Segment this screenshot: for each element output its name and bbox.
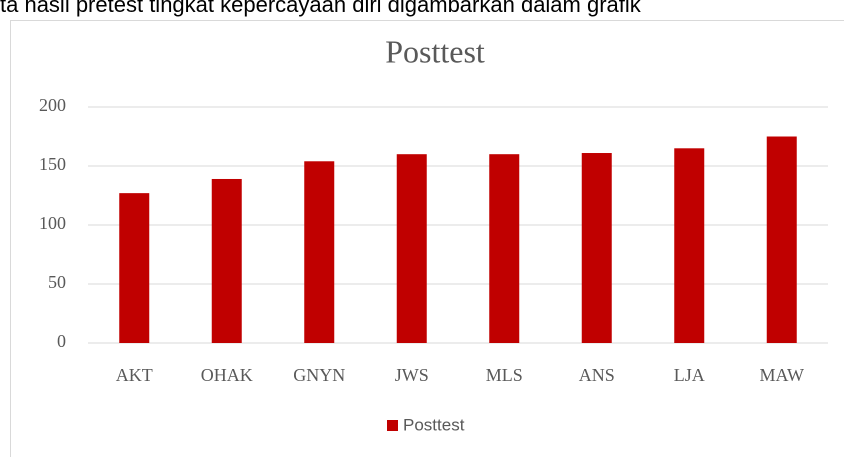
x-tick-label: JWS (395, 365, 429, 385)
bar (119, 193, 150, 343)
bar (766, 136, 797, 343)
bar (211, 178, 242, 343)
x-tick-label: ANS (579, 365, 615, 385)
y-tick-label: 100 (39, 213, 66, 233)
bar (489, 154, 520, 343)
x-tick-label: AKT (116, 365, 153, 385)
y-tick-label: 150 (39, 154, 66, 174)
bar (581, 153, 612, 343)
bar (304, 161, 335, 343)
y-tick-label: 200 (39, 95, 66, 115)
header-text: ta hasil pretest tingkat kepercayaan dir… (0, 0, 642, 17)
legend-swatch (387, 420, 398, 431)
x-tick-label: MLS (486, 365, 523, 385)
bar (674, 148, 705, 343)
legend-label: Posttest (403, 415, 465, 434)
y-tick-label: 50 (48, 272, 66, 292)
chart-frame (10, 20, 844, 457)
y-tick-label: 0 (57, 331, 66, 351)
x-tick-label: LJA (674, 365, 705, 385)
x-tick-label: GNYN (293, 365, 345, 385)
chart-title: Posttest (385, 33, 485, 69)
x-tick-label: OHAK (201, 365, 253, 385)
x-tick-label: MAW (759, 365, 804, 385)
bar (396, 154, 427, 343)
